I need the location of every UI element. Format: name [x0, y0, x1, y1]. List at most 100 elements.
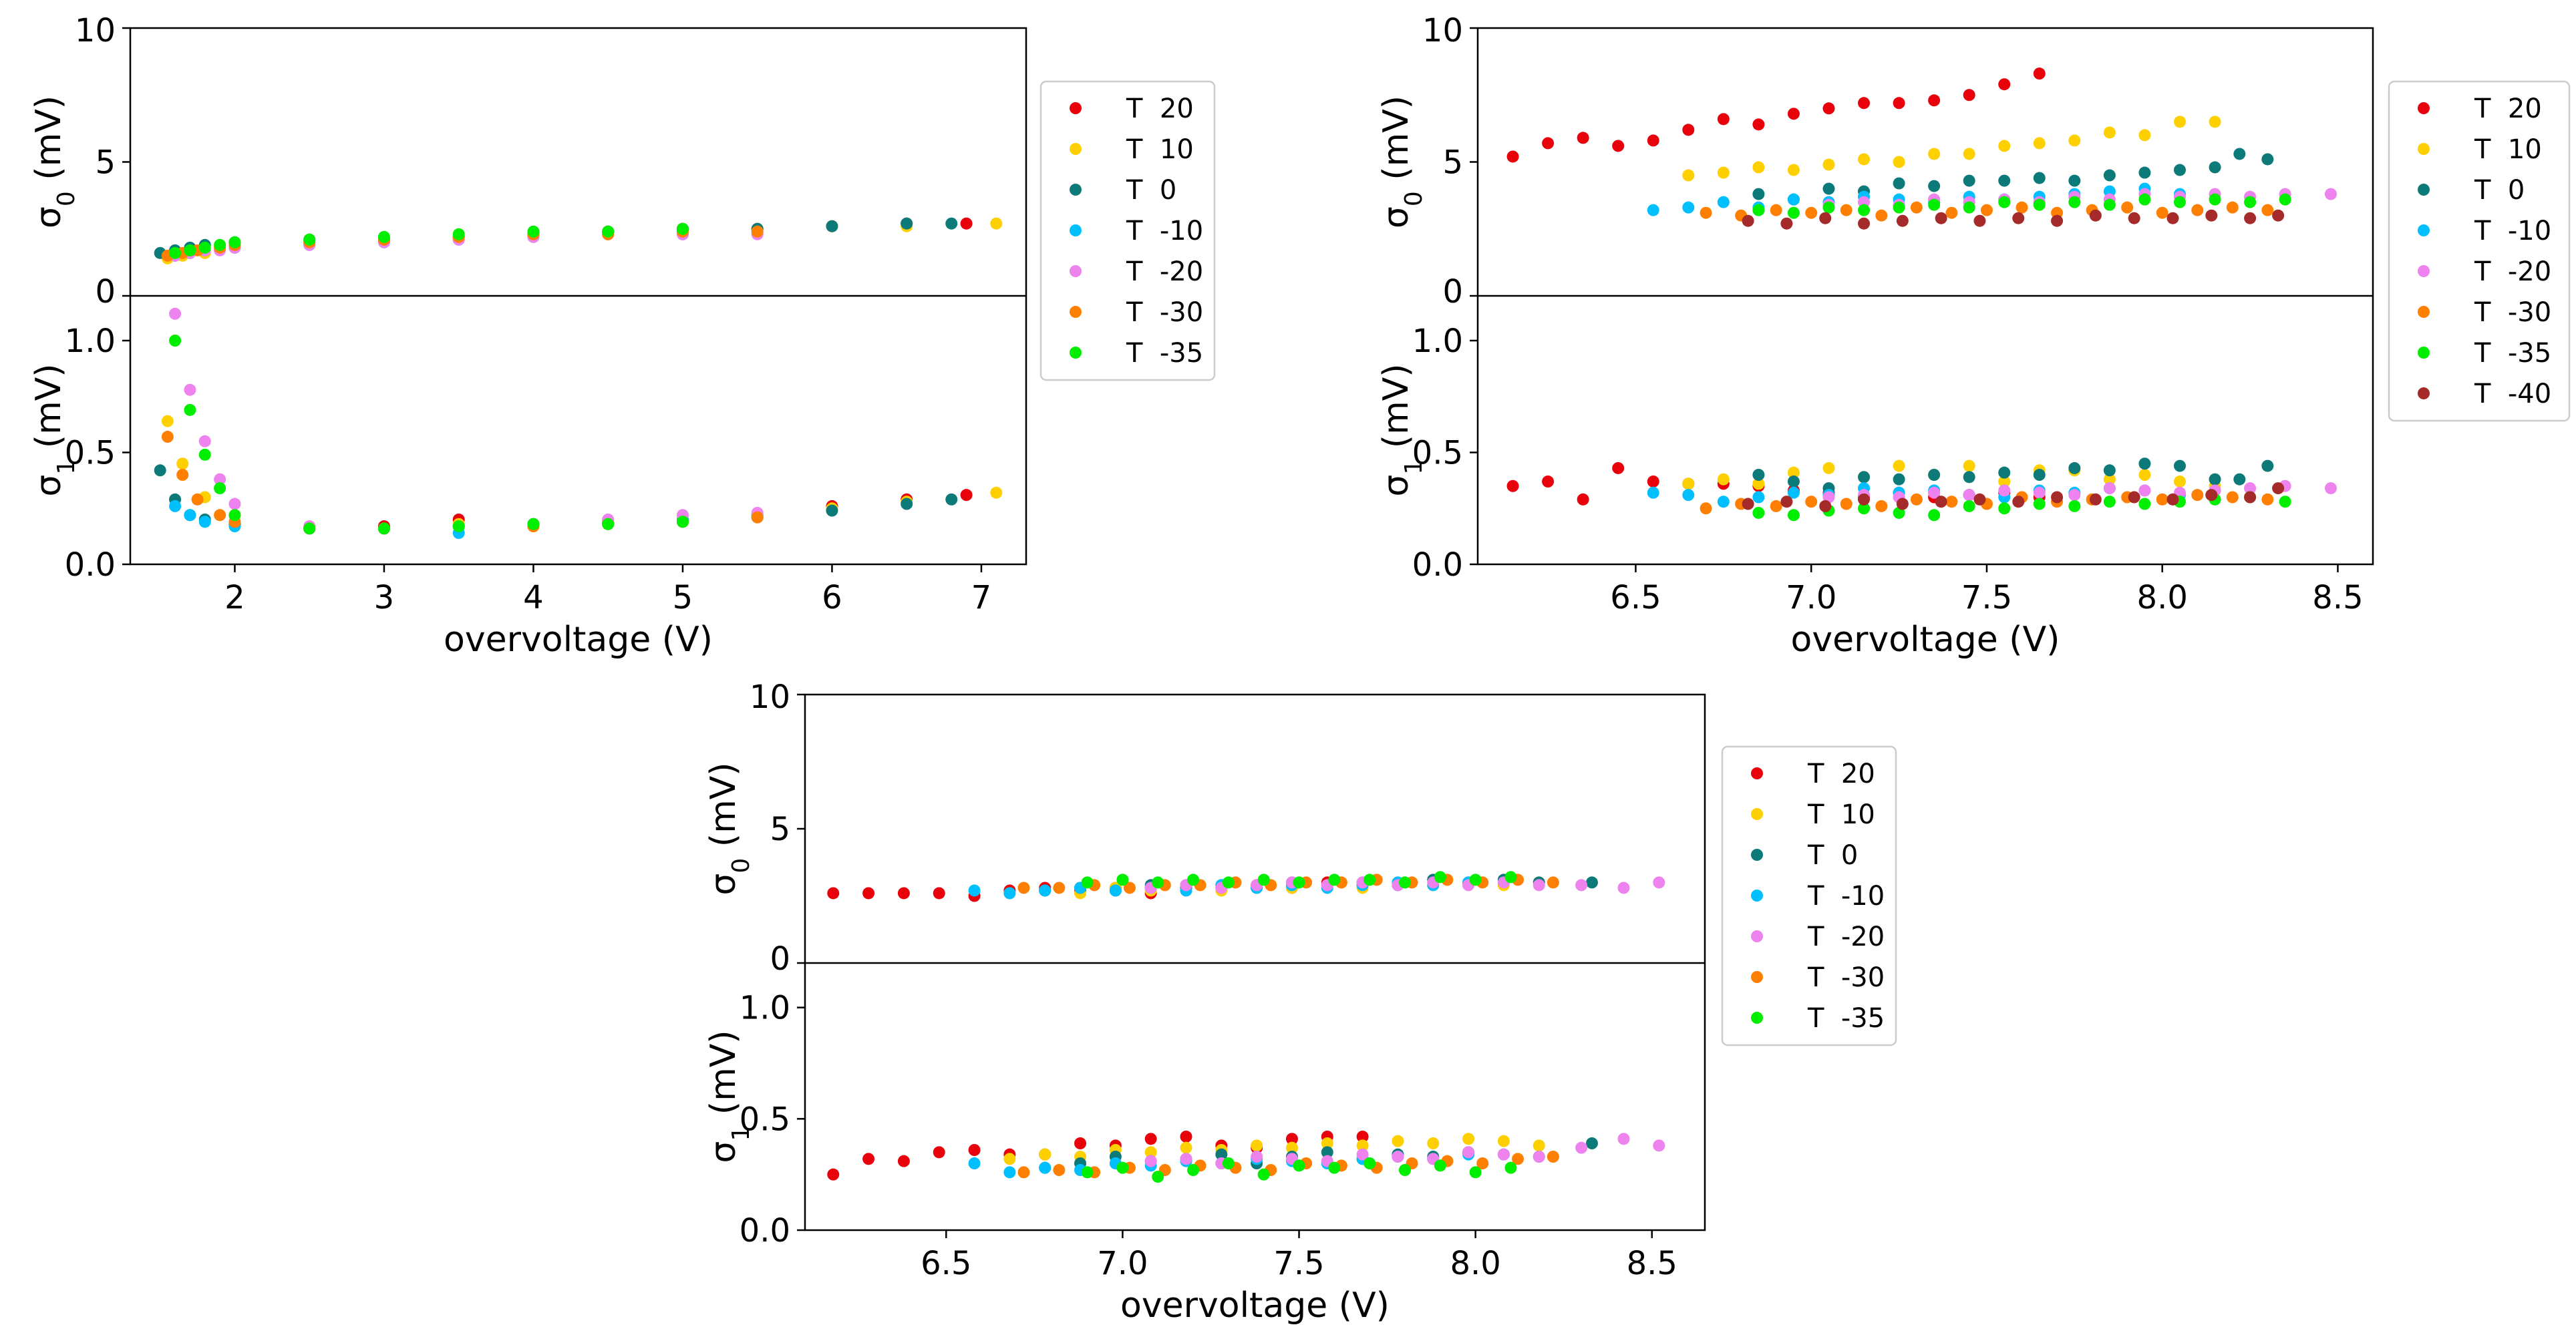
- point-sigma0-T-35: [1328, 874, 1341, 886]
- point-sigma1-T-40: [2128, 491, 2140, 504]
- point-sigma1-T-40: [1858, 493, 1871, 506]
- point-sigma1-T-20: [1653, 1139, 1665, 1152]
- point-sigma1-T10: [1251, 1139, 1263, 1152]
- point-sigma0-T0: [1585, 876, 1598, 889]
- xtick-label: 5: [673, 579, 693, 616]
- point-sigma1-T0: [2138, 457, 2151, 470]
- point-sigma0-T-35: [228, 236, 241, 248]
- point-sigma1-T10: [1717, 473, 1730, 486]
- point-sigma0-T-35: [2209, 193, 2221, 206]
- legend-marker: [2418, 387, 2430, 399]
- point-sigma1-T-40: [1780, 496, 1793, 508]
- point-sigma1-T20: [827, 1168, 840, 1181]
- point-sigma0-T-35: [1787, 206, 1800, 219]
- legend-marker: [2418, 306, 2430, 318]
- legend-marker: [2418, 102, 2430, 114]
- legend-box: [2388, 80, 2571, 422]
- point-sigma1-T-40: [2012, 496, 2025, 508]
- point-sigma0-T-30: [1017, 882, 1030, 894]
- point-sigma0-T-30: [1805, 206, 1818, 219]
- point-sigma1-T-35: [1293, 1159, 1305, 1172]
- point-sigma0-T-10: [1787, 193, 1800, 206]
- point-sigma0-T20: [1822, 102, 1835, 115]
- point-sigma1-T0: [1787, 475, 1800, 488]
- legend-label: T -20: [1807, 922, 1885, 952]
- point-sigma1-T0: [1893, 473, 1905, 486]
- legend-marker: [2418, 184, 2430, 196]
- point-sigma0-T-40: [1973, 214, 1986, 227]
- point-sigma1-T-35: [2033, 498, 2046, 510]
- point-sigma1-T-35: [2068, 500, 2081, 512]
- point-sigma1-T-20: [2033, 486, 2046, 499]
- xtick-label: 7.5: [1961, 579, 2012, 616]
- xtick-label: 2: [224, 579, 245, 616]
- point-sigma0-T-30: [2156, 206, 2168, 219]
- point-sigma0-T-35: [1752, 204, 1765, 216]
- point-sigma0-T-35: [1152, 876, 1164, 889]
- point-sigma1-T-35: [1399, 1164, 1411, 1176]
- point-sigma1-T-10: [1039, 1161, 1052, 1174]
- legend-label: T -35: [1807, 1003, 1885, 1034]
- point-sigma0-T-20: [2324, 188, 2337, 200]
- y-axis-label-sigma0: σ0 (mV): [703, 762, 755, 895]
- point-sigma1-T-20: [1617, 1133, 1630, 1145]
- point-sigma1-T-30: [1476, 1157, 1489, 1169]
- point-sigma0-T0: [2173, 164, 2186, 176]
- legend-label: T 20: [2474, 93, 2542, 124]
- point-sigma0-T-35: [1858, 204, 1871, 216]
- point-sigma0-T10: [1717, 166, 1730, 179]
- point-sigma0-T-35: [198, 241, 211, 254]
- point-sigma0-T20: [1542, 137, 1555, 150]
- point-sigma0-T-30: [2261, 204, 2274, 216]
- legend-label: T -10: [2474, 216, 2551, 246]
- point-sigma0-T-10: [1039, 884, 1052, 897]
- point-sigma1-T-20: [1575, 1141, 1588, 1154]
- point-sigma0-T-40: [1742, 214, 1754, 227]
- legend-marker: [1070, 143, 1082, 155]
- point-sigma1-T-30: [2191, 489, 2204, 502]
- ytick-label-lower: 1.0: [1412, 323, 1463, 360]
- point-sigma0-T-35: [1187, 874, 1200, 886]
- point-sigma1-T-30: [191, 493, 204, 506]
- point-sigma1-T10: [1893, 459, 1905, 472]
- point-sigma1-T-30: [1512, 1153, 1524, 1165]
- point-sigma0-T20: [2033, 67, 2046, 80]
- point-sigma1-T0: [2261, 459, 2274, 472]
- point-sigma1-T-10: [1647, 486, 1659, 499]
- legend-marker: [1751, 930, 1763, 942]
- point-sigma0-T-10: [1647, 204, 1659, 216]
- ytick-label-upper: 0: [1442, 273, 1463, 311]
- point-sigma1-T-40: [2205, 489, 2218, 502]
- point-sigma1-T20: [1356, 1131, 1369, 1143]
- xtick-label: 4: [523, 579, 544, 616]
- point-sigma1-T0: [2173, 459, 2186, 472]
- point-sigma0-T-35: [2244, 196, 2257, 208]
- point-sigma0-T-30: [1840, 204, 1853, 216]
- point-sigma0-T-35: [169, 246, 182, 259]
- y-axis-label-sigma1: σ1 (mV): [29, 363, 80, 496]
- point-sigma0-T-40: [2089, 209, 2102, 222]
- point-sigma1-T-30: [1840, 498, 1853, 510]
- point-sigma1-T-35: [2103, 496, 2116, 508]
- xtick-label: 6.5: [921, 1245, 971, 1282]
- point-sigma0-T-20: [1653, 876, 1665, 889]
- x-axis-label: overvoltage (V): [444, 620, 713, 660]
- point-sigma0-T0: [826, 220, 838, 232]
- legend-label: T -35: [2474, 338, 2551, 369]
- point-sigma0-T20: [933, 887, 945, 900]
- chart-panel-top-left: 0 5 10 0.0 0.5 1.0 2 3 4 5 6 7 overvoltage (V) σ0 (mV…: [29, 12, 1216, 660]
- point-sigma0-T-35: [2033, 198, 2046, 211]
- point-sigma1-T-20: [1928, 486, 1941, 499]
- point-sigma1-T-35: [1858, 502, 1871, 515]
- point-sigma1-T-30: [214, 509, 226, 522]
- point-sigma1-T-20: [2138, 484, 2151, 497]
- point-sigma0-T-35: [1399, 876, 1411, 889]
- point-sigma0-T10: [1752, 161, 1765, 174]
- point-sigma1-T-30: [1875, 500, 1888, 512]
- point-sigma0-T0: [1752, 188, 1765, 200]
- point-sigma0-T-35: [1504, 871, 1517, 884]
- point-sigma0-T-30: [2191, 204, 2204, 216]
- legend-label: T -35: [1126, 338, 1203, 369]
- point-sigma0-T-40: [1780, 217, 1793, 230]
- point-sigma1-T-40: [1935, 496, 1947, 508]
